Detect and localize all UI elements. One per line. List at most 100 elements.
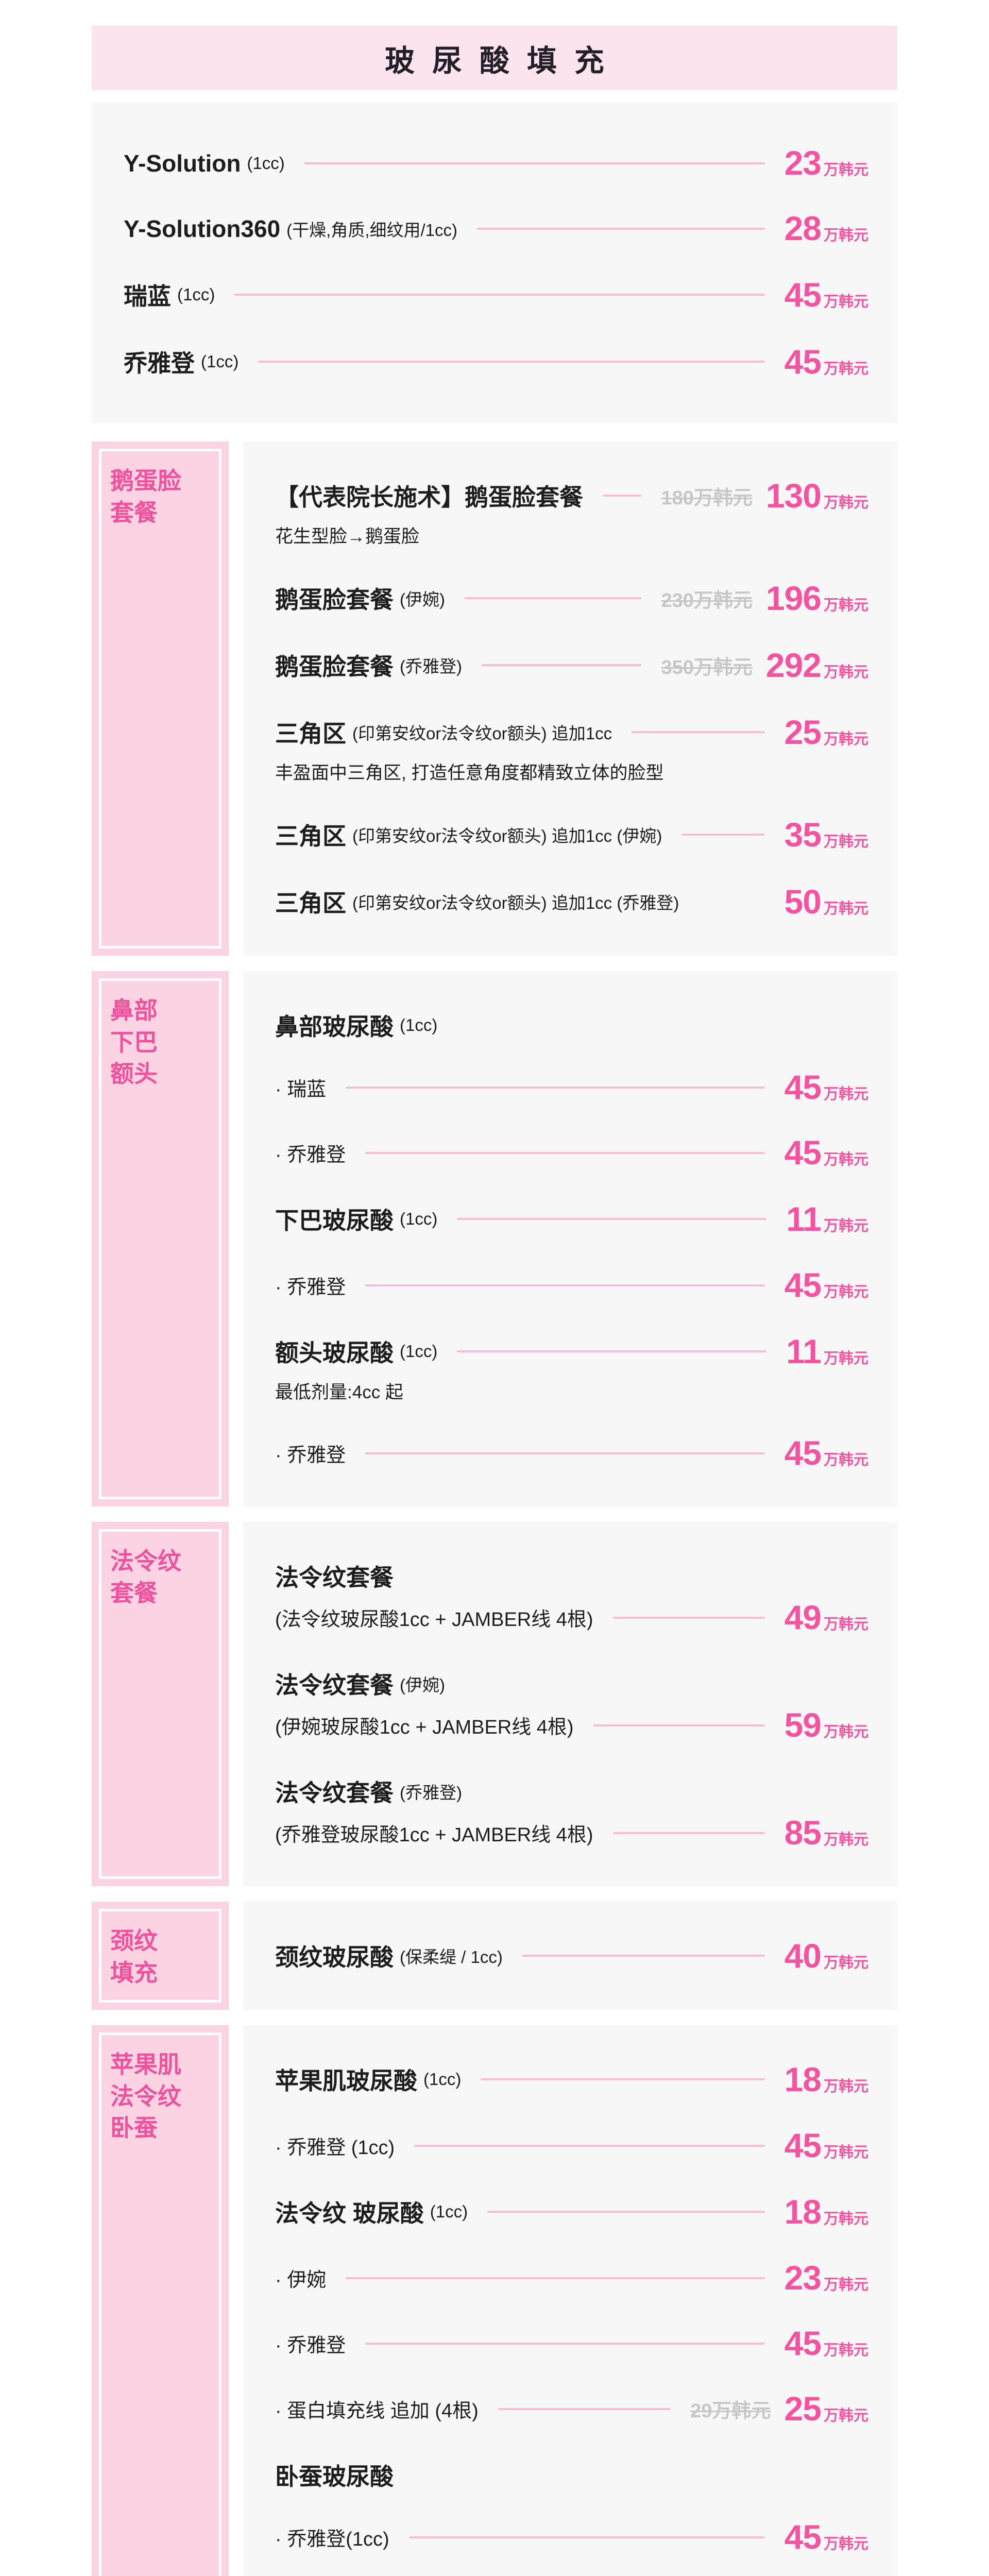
item-name: Y-Solution360 — [124, 215, 281, 242]
leader-line — [365, 1151, 765, 1154]
price-row-line: 三角区 (印第安纹or法令纹or额头) 追加1cc 25 万韩元 — [275, 715, 868, 749]
leader-line — [464, 597, 642, 599]
price-row: Y-Solution (1cc) 23 万韩元 — [124, 146, 868, 180]
price-unit: 万韩元 — [823, 1724, 868, 1740]
price: 50 万韩元 — [785, 885, 868, 919]
price-unit: 万韩元 — [823, 731, 868, 748]
price-value: 45 — [784, 275, 822, 314]
price-row-line: 卧蚕玻尿酸 — [275, 2458, 868, 2492]
price: 45 万韩元 — [784, 1434, 868, 1472]
price-row: · 乔雅登 45 万韩元 — [275, 1136, 868, 1170]
price-value: 40 — [784, 1936, 822, 1975]
leader-line — [593, 1724, 765, 1726]
price: 28 万韩元 — [785, 211, 868, 245]
price: 40 万韩元 — [784, 1936, 868, 1975]
price-value: 45 — [784, 2518, 822, 2556]
price-value: 85 — [784, 1814, 822, 1852]
price-unit: 万韩元 — [823, 494, 868, 511]
leader-line — [681, 834, 765, 836]
original-price: 350万韩元 — [661, 656, 753, 679]
price-row-line: · 乔雅登 45 万韩元 — [275, 1266, 868, 1304]
leader-line — [304, 162, 765, 164]
item-subtitle: 丰盈面中三角区, 打造任意角度都精致立体的脸型 — [275, 763, 664, 783]
price-row: 三角区 (印第安纹or法令纹or额头) 追加1cc (乔雅登) 50 万韩元 — [275, 885, 868, 919]
section-sidebar: 法令纹 套餐 — [92, 1522, 229, 1886]
price-unit: 万韩元 — [823, 2536, 868, 2552]
price-row-line: 法令纹套餐 (伊婉) — [275, 1667, 868, 1701]
item-name-detail: (1cc) — [400, 1015, 438, 1035]
section-card: 【代表院长施术】鹅蛋脸套餐 180万韩元 130 万韩元 花生型脸→鹅蛋脸 鹅蛋脸套餐… — [243, 442, 897, 956]
item-name-detail: (1cc) — [177, 285, 215, 304]
price: 45 万韩元 — [784, 1266, 868, 1304]
price-row-line: 乔雅登 (1cc) 45 万韩元 — [124, 345, 868, 379]
item-name-detail: (保柔缇 / 1cc) — [400, 1947, 503, 1967]
price-value: 130 — [765, 476, 822, 515]
price-row-line: · 蛋白填充线 追加 (4根) 29万韩元 25 万韩元 — [275, 2392, 868, 2426]
item-name: 法令纹套餐 — [275, 1564, 394, 1591]
item-name: 下巴玻尿酸 — [275, 1207, 394, 1234]
price: 45 万韩元 — [784, 2518, 868, 2556]
price-unit: 万韩元 — [823, 1217, 868, 1234]
price: 45 万韩元 — [784, 275, 868, 314]
price-value: 25 — [784, 713, 822, 751]
section-card: 法令纹套餐 (法令纹玻尿酸1cc + JAMBER线 4根) 49 万韩元 法令纹套… — [243, 1522, 897, 1886]
price-row: 乔雅登 (1cc) 45 万韩元 — [124, 345, 868, 379]
price-value: 45 — [784, 1266, 822, 1304]
price: 85 万韩元 — [784, 1814, 868, 1852]
item-name: 额头玻尿酸 — [275, 1340, 394, 1366]
price: 18 万韩元 — [785, 2062, 868, 2096]
price-unit: 万韩元 — [823, 162, 868, 178]
price-row-line: · 乔雅登 45 万韩元 — [275, 1136, 868, 1170]
section-card: 苹果肌玻尿酸 (1cc) 18 万韩元 · 乔雅登 (1cc) 45 万韩元 法令纹 玻尿… — [243, 2025, 897, 2576]
price: 45 万韩元 — [785, 1070, 868, 1104]
page-title-banner: 玻尿酸填充 — [92, 26, 897, 90]
price: 18 万韩元 — [785, 2195, 868, 2229]
item-name-detail: (1cc) — [400, 1209, 438, 1228]
item-name-detail: (伊婉) — [400, 590, 445, 609]
price-value: 11 — [786, 1199, 822, 1238]
price: 45 万韩元 — [785, 1136, 868, 1170]
price: 59 万韩元 — [785, 1708, 868, 1742]
leader-line — [365, 2342, 765, 2345]
item-name-detail: (1cc) — [423, 2070, 462, 2089]
price-row: 法令纹套餐 (法令纹玻尿酸1cc + JAMBER线 4根) 49 万韩元 — [275, 1559, 868, 1634]
item-name: · 蛋白填充线 追加 (4根) — [275, 2400, 479, 2422]
item-name: 苹果肌玻尿酸 — [275, 2067, 417, 2094]
item-name: · 伊婉 — [275, 2269, 327, 2291]
price-row: · 乔雅登 45 万韩元 — [275, 2326, 868, 2360]
item-name: · 乔雅登(1cc) — [275, 2529, 389, 2550]
price-row-line: Y-Solution (1cc) 23 万韩元 — [124, 146, 868, 180]
section-sidebar: 苹果肌 法令纹 卧蚕 — [92, 2025, 229, 2576]
price: 45 万韩元 — [785, 2326, 868, 2360]
item-subtitle: 最低剂量:4cc 起 — [275, 1382, 403, 1402]
leader-line — [612, 1616, 765, 1619]
section-label: 法令纹 套餐 — [110, 1548, 181, 1606]
item-name: 鹅蛋脸套餐 — [275, 653, 394, 680]
price-unit: 万韩元 — [823, 2408, 868, 2424]
price: 23 万韩元 — [785, 146, 868, 180]
price-value: 45 — [784, 1434, 822, 1472]
price-value: 23 — [784, 2259, 822, 2297]
section-label: 鹅蛋脸 套餐 — [110, 467, 181, 526]
leader-line — [522, 1955, 765, 1957]
item-name: 法令纹 玻尿酸 — [275, 2200, 424, 2227]
price-row: 三角区 (印第安纹or法令纹or额头) 追加1cc (伊婉) 35 万韩元 — [275, 818, 868, 852]
intro-price-rows: Y-Solution (1cc) 23 万韩元 Y-Solution360 (干燥,角质… — [124, 146, 868, 379]
price-value: 49 — [784, 1598, 822, 1636]
leader-line — [414, 2144, 765, 2147]
item-name: 【代表院长施术】鹅蛋脸套餐 — [275, 484, 583, 511]
leader-line — [498, 2408, 671, 2410]
item-name-detail: (1cc) — [400, 1342, 438, 1361]
price-unit: 万韩元 — [823, 1350, 868, 1367]
price-row: 【代表院长施术】鹅蛋脸套餐 180万韩元 130 万韩元 花生型脸→鹅蛋脸 — [275, 479, 868, 548]
group-header-row: 鼻部玻尿酸 (1cc) — [275, 1008, 868, 1042]
price-unit: 万韩元 — [823, 293, 868, 310]
price: 45 万韩元 — [785, 2128, 868, 2162]
price-row: · 伊婉 23 万韩元 — [275, 2259, 868, 2297]
price-row: · 蛋白填充线 追加 (4根) 29万韩元 25 万韩元 — [275, 2392, 868, 2426]
price-row: · 乔雅登 45 万韩元 — [275, 1266, 868, 1304]
price-row: · 乔雅登 (1cc) 45 万韩元 — [275, 2128, 868, 2162]
price-unit: 万韩元 — [823, 900, 868, 917]
item-name: · 瑞蓝 — [275, 1079, 327, 1100]
